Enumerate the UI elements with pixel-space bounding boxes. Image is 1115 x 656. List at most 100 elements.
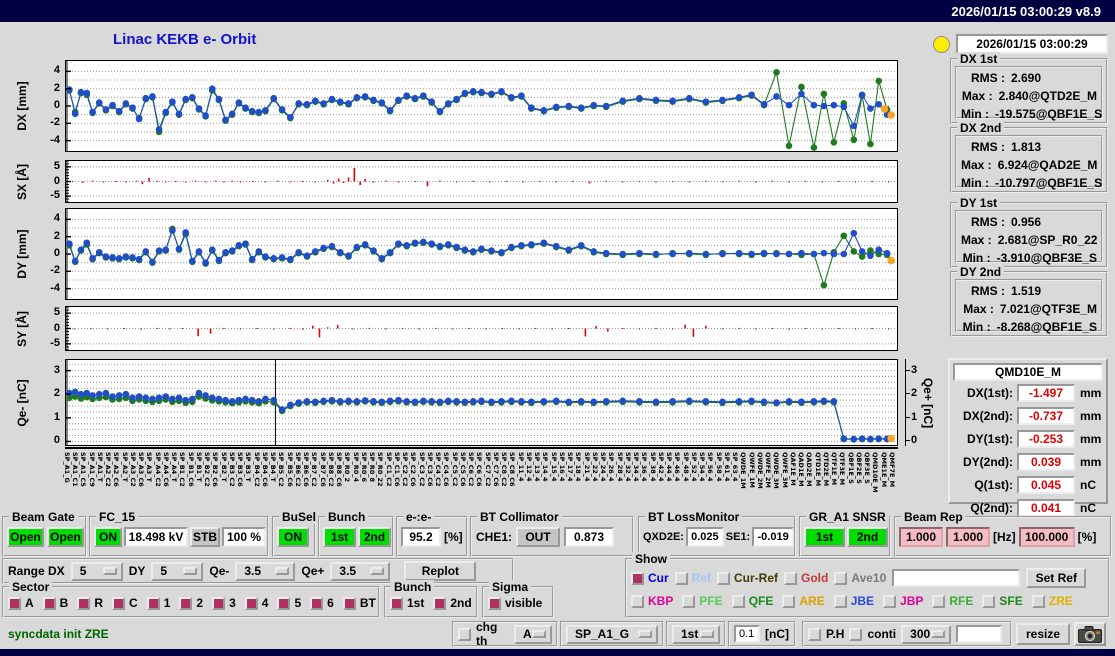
show-kbp-item: KBP [631,594,673,608]
bpm-label: SP_16_4 [557,452,566,482]
replot-button[interactable]: Replot [404,561,477,581]
selected-monitor-panel: QMD10E_M DX(1st): -1.497 mm DX(2nd): -0.737 m… [948,358,1108,517]
ref-name-input[interactable] [892,569,1021,587]
plot-qe[interactable] [65,359,898,446]
show-cur-checkbox[interactable] [631,571,644,585]
bunch-1st-button[interactable]: 1st [323,527,356,547]
ytick-sy: 5 [53,306,60,319]
range-qem-dropdown[interactable]: 3.5 [235,561,296,581]
dropdown-indicator-icon [700,630,714,638]
ph-checkbox[interactable] [808,627,821,641]
ee-ratio-title: e-:e- [403,510,435,524]
gr-a1-2nd-button[interactable]: 2nd [847,527,888,547]
sector-3-checkbox[interactable] [212,596,226,610]
show-kbp-checkbox[interactable] [631,594,644,608]
bpm-label: SP_A3_T [145,452,154,482]
sector-bt-checkbox[interactable] [342,596,356,610]
range-dx-dropdown[interactable]: 5 [70,561,123,581]
dropdown-indicator-icon [183,567,198,575]
che1-out-button[interactable]: OUT [516,527,561,547]
monitor-value-field: -1.497 [1017,384,1075,402]
sector-a-item: A [8,596,34,610]
beam-gate-open-button-1[interactable]: Open [7,527,44,547]
ytick-qe: 3 [53,363,60,376]
show-jbp-checkbox[interactable] [883,594,897,608]
sector-5-checkbox[interactable] [277,596,291,610]
plot-dx[interactable] [65,60,898,152]
sector-r-checkbox[interactable] [77,596,91,610]
sector-c-checkbox[interactable] [112,596,126,610]
plot-sx[interactable] [65,160,898,203]
gr-a1-1st-button[interactable]: 1st [804,527,845,547]
show-jbe-item: JBE [833,594,874,608]
bunch-select-title: Bunch [391,580,435,594]
sector-6-item: 6 [310,596,334,610]
show-cur-ref-checkbox[interactable] [717,571,731,585]
bunch-1st-dropdown[interactable]: 1st [672,624,720,644]
bpm-label: SP_52_4 [689,452,698,482]
show-are-checkbox[interactable] [782,594,796,608]
sector-2-checkbox[interactable] [179,596,193,610]
screenshot-button[interactable] [1074,622,1106,646]
bpm-label: SP_B2_C2 [203,452,212,487]
beam-rep-field-2: 1.000 [946,527,990,547]
threshold-input[interactable]: 0.1 [734,625,760,643]
sector-b-checkbox[interactable] [42,596,56,610]
monitor-value-row: DX(1st): -1.497 mm [953,382,1103,404]
bpm-label: SP_11_4 [516,452,525,482]
plot-dy[interactable] [65,208,898,300]
bunch-1st-checkbox[interactable] [390,596,403,610]
sector-1-checkbox[interactable] [146,596,160,610]
sector-4-checkbox[interactable] [244,596,258,610]
conti-checkbox[interactable] [849,627,863,641]
bpm-label: QBF2E_S [854,452,863,484]
show-label: RFE [949,594,974,608]
show-ref-checkbox[interactable] [674,571,688,585]
monitor-value-row: DY(2nd): 0.039 mm [953,451,1103,473]
sector-panel: Sector A B R C 1 2 3 4 5 6 BT [2,580,380,618]
show-ave10-checkbox[interactable] [834,571,848,585]
fc15-stb-button[interactable]: STB [190,527,220,547]
show-label: ZRE [1048,594,1073,608]
show-rfe-checkbox[interactable] [932,594,946,608]
show-sfe-checkbox[interactable] [982,594,996,608]
plot-sy[interactable] [65,306,898,351]
bpm-label: QWDE_2M [755,452,764,489]
sector-6-checkbox[interactable] [310,596,324,610]
bpm-label: SP_58_4 [714,452,723,482]
sector-a-checkbox[interactable] [8,596,21,610]
monitor-value-unit: mm [1080,386,1102,400]
resize-button[interactable]: resize [1016,623,1070,645]
count-input[interactable] [956,625,1003,643]
bpm-label: SP_C7_C2 [483,452,492,487]
bpm-label: SP_R0_6 [359,452,368,482]
busel-on-button[interactable]: ON [277,527,309,547]
show-jbe-checkbox[interactable] [833,594,847,608]
bpm-label: QTD2E_M [821,452,830,487]
bpm-select-dropdown[interactable]: SP_A1_G [566,624,658,644]
range-dy-dropdown[interactable]: 5 [151,561,204,581]
fc15-on-button[interactable]: ON [94,527,122,547]
bpm-label: QTF3E_M [838,452,847,486]
sigma-visible-checkbox[interactable] [488,596,501,610]
bpm-label: SP_A3_C2 [128,452,137,487]
beam-gate-open-button-2[interactable]: Open [47,527,84,547]
show-label: Ref [691,571,712,585]
chg-th-checkbox[interactable] [458,627,471,641]
monitor-value-field: 0.045 [1017,476,1075,494]
set-ref-button[interactable]: Set Ref [1026,568,1087,588]
show-qfe-checkbox[interactable] [731,594,745,608]
count-dropdown[interactable]: 300 [901,624,952,644]
show-gold-checkbox[interactable] [784,571,798,585]
sector-a-dropdown[interactable]: A [514,624,552,644]
bunch-2nd-checkbox[interactable] [433,596,447,610]
show-pfe-checkbox[interactable] [682,594,696,608]
bpm-label: SP_C5_C6 [458,452,467,487]
bpm-label: QWFE_2M [764,452,773,488]
show-zre-checkbox[interactable] [1031,594,1045,608]
bunch-2nd-button[interactable]: 2nd [358,527,391,547]
bpm-label: SP_B2_T [219,452,228,482]
show-label: JBP [900,594,924,608]
range-qep-dropdown[interactable]: 3.5 [330,561,391,581]
bpm-label: SP_C6_C6 [475,452,484,487]
